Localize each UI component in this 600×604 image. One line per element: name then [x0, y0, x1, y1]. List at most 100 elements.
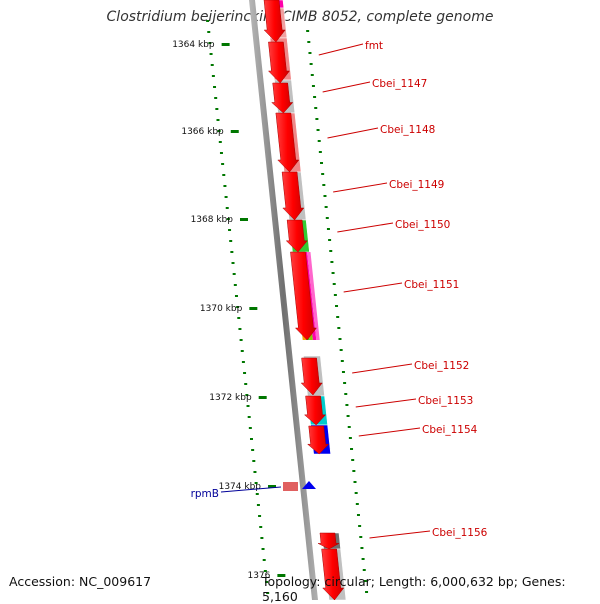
ruler-dot-right	[336, 316, 340, 318]
gene-label: Cbei_1150	[395, 219, 450, 231]
ruler-dots	[206, 20, 369, 594]
ruler-dot-right	[354, 492, 358, 494]
ruler-dot	[208, 42, 212, 44]
ruler-dot-right	[346, 415, 350, 417]
gene-arrow	[321, 548, 345, 600]
ruler-dot	[252, 460, 256, 462]
accession-text: Accession: NC_009617	[9, 574, 152, 589]
ruler-dot-right	[360, 547, 364, 549]
ruler-tick	[258, 396, 267, 399]
ruler-tick	[249, 307, 258, 310]
leader-line	[343, 282, 403, 293]
ruler-dot-right	[344, 393, 348, 395]
ruler-dot-right	[347, 426, 351, 428]
ruler-dot	[241, 361, 245, 363]
ruler-dot	[238, 328, 242, 330]
ruler-dot	[223, 185, 227, 187]
gene-label: fmt	[365, 40, 383, 52]
ruler-dot-right	[328, 239, 332, 241]
ruler-dot	[259, 526, 263, 528]
ruler-dot-right	[330, 261, 334, 263]
ruler-dot-right	[311, 85, 315, 87]
ruler-dot	[251, 449, 255, 451]
ruler-dot-right	[341, 371, 345, 373]
ruler-dot	[262, 559, 266, 561]
ruler-dot-right	[320, 162, 324, 164]
ruler-dot	[237, 317, 241, 319]
ruler-dot	[234, 295, 238, 297]
ruler-dot-right	[333, 294, 337, 296]
ruler-dot-right	[314, 107, 318, 109]
gene-arrows	[263, 0, 345, 600]
gene-label: Cbei_1156	[432, 527, 488, 539]
ruler-dot-right	[337, 327, 341, 329]
ruler-dot	[265, 581, 269, 583]
ruler-dot	[248, 427, 252, 429]
ruler-dot	[219, 152, 223, 154]
cds-stripe	[307, 252, 320, 340]
ruler-dot	[216, 119, 220, 121]
ruler-dot-right	[339, 349, 343, 351]
ruler-dot	[243, 372, 247, 374]
gene-arrow	[281, 171, 305, 221]
gene-label: Cbei_1147	[372, 78, 427, 90]
ruler-tick-label: 1368 kbp	[191, 215, 234, 225]
gene-label: Cbei_1149	[389, 179, 444, 191]
ruler-dot	[245, 394, 249, 396]
ruler-dot-right	[356, 514, 360, 516]
ruler-dot	[229, 240, 233, 242]
gene-label: Cbei_1154	[422, 424, 478, 436]
ruler-tick-label: 1370 kbp	[200, 304, 243, 314]
leader-line	[322, 81, 371, 93]
ruler-dot	[249, 438, 253, 440]
ruler-dot-right	[345, 404, 349, 406]
ruler-dot	[226, 218, 230, 220]
ruler-dot-right	[335, 305, 339, 307]
ruler-dot	[221, 163, 225, 165]
ruler-dot	[209, 53, 213, 55]
backbone-bar	[249, 0, 318, 600]
ruler-dot	[236, 306, 240, 308]
ruler-dot-right	[338, 338, 342, 340]
rpmb-feature	[283, 482, 298, 491]
ruler-dot-right	[361, 558, 365, 560]
gene-arrow	[290, 251, 317, 341]
label-leaders	[220, 43, 431, 539]
leader-line-rpmb	[220, 486, 282, 493]
ruler-dot-right	[329, 250, 333, 252]
ruler-dot	[244, 383, 248, 385]
ruler-dot-right	[318, 151, 322, 153]
gene-arrow	[317, 532, 341, 550]
gene-arrow	[285, 219, 308, 253]
gene-arrow	[267, 41, 290, 84]
ruler-dot	[215, 108, 219, 110]
ruler-dot-right	[358, 525, 362, 527]
ruler-dot	[224, 196, 228, 198]
ruler-dot-right	[355, 503, 359, 505]
ruler-dot-right	[325, 217, 329, 219]
ruler-dot	[225, 207, 229, 209]
leader-line	[318, 43, 364, 56]
ruler-dot	[232, 273, 236, 275]
leader-line	[327, 127, 379, 139]
ruler-dot-right	[343, 382, 347, 384]
gene-label: Cbei_1148	[380, 124, 435, 136]
ruler-dot-right	[351, 459, 355, 461]
gene-arrow	[271, 82, 294, 114]
gene-label: Cbei_1152	[414, 360, 469, 372]
leader-line	[369, 530, 431, 539]
ruler-dot	[246, 405, 250, 407]
ruler-dot-right	[315, 118, 319, 120]
ruler-dot	[214, 97, 218, 99]
ruler-dot-right	[340, 360, 344, 362]
ruler-tick-label: 1372 kbp	[209, 393, 252, 403]
ruler-dot	[218, 141, 222, 143]
ruler-dot-right	[324, 206, 328, 208]
ruler-tick-label: 1366 kbp	[181, 127, 224, 137]
gene-label: Cbei_1153	[418, 395, 473, 407]
ruler-dot	[207, 31, 211, 33]
ruler-tick	[221, 43, 230, 46]
ruler-dot	[228, 229, 232, 231]
